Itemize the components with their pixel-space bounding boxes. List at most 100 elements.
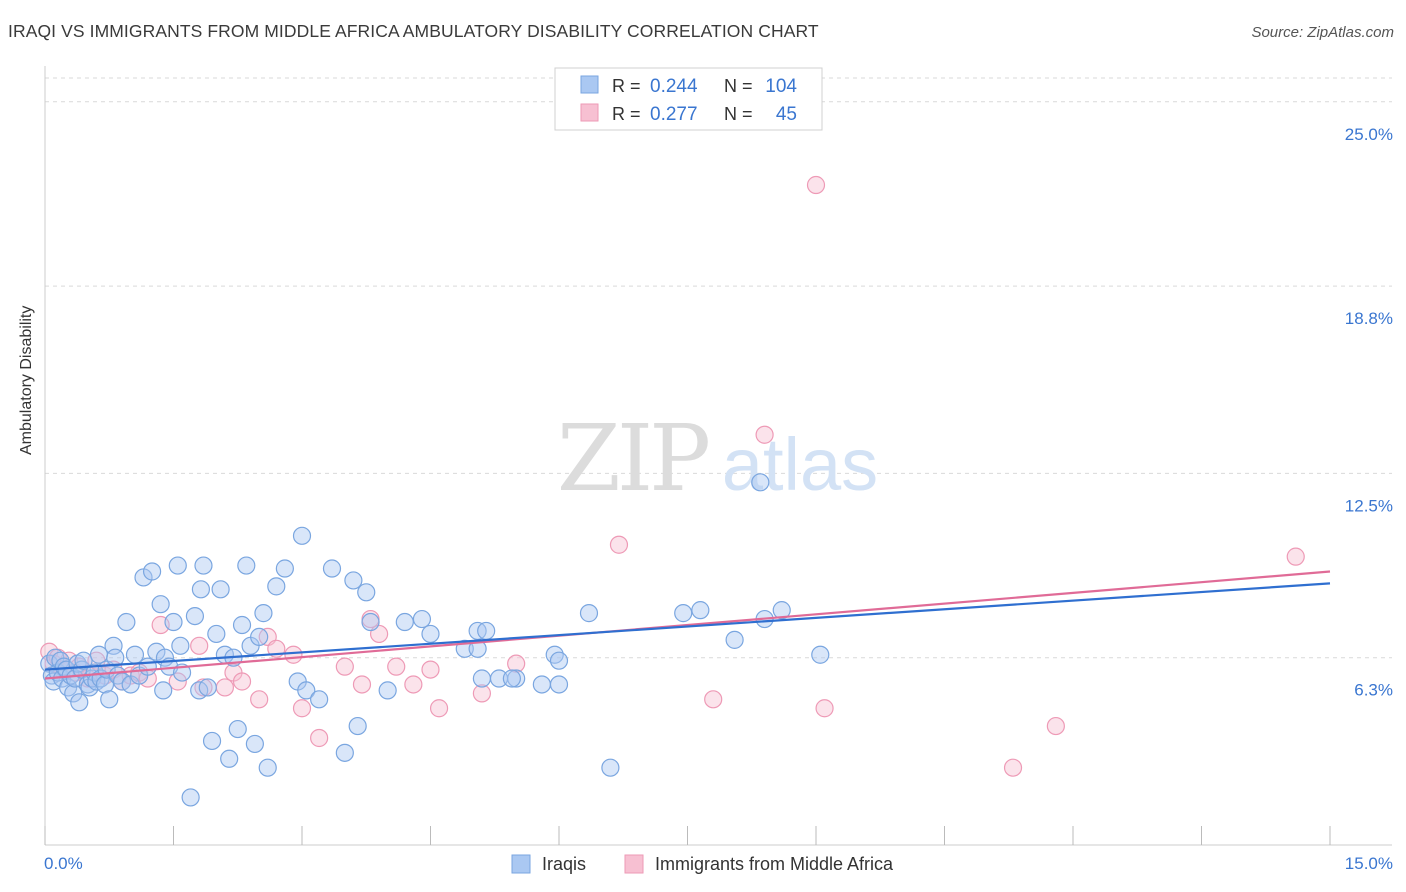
data-point xyxy=(74,651,93,670)
data-point xyxy=(211,580,230,599)
stats-swatch-iraqis xyxy=(580,75,599,94)
series-iraqis-points xyxy=(40,473,830,807)
stats-r-label-iraqis: R = xyxy=(612,76,641,96)
y-tick-label: 6.3% xyxy=(1354,681,1393,700)
data-point xyxy=(361,612,380,632)
tick-labels: 6.3% 12.5% 18.8% 25.0% 0.0% 15.0% xyxy=(44,125,1393,873)
data-point xyxy=(198,678,217,697)
data-point xyxy=(412,609,432,629)
data-point xyxy=(310,690,329,709)
data-point xyxy=(254,604,273,623)
data-point xyxy=(335,657,354,676)
legend-swatch-iraqis xyxy=(511,854,531,874)
axes xyxy=(44,66,1392,846)
y-tick-label: 25.0% xyxy=(1345,125,1393,144)
data-point xyxy=(549,651,569,670)
data-point xyxy=(1046,716,1065,736)
trend-line-immigrants xyxy=(44,570,1331,680)
data-point xyxy=(1003,758,1023,777)
data-point xyxy=(344,571,363,590)
trend-lines xyxy=(44,570,1331,680)
data-point xyxy=(489,669,509,688)
data-point xyxy=(250,690,269,709)
stats-r-value-immigrants: 0.277 xyxy=(650,104,698,125)
data-point xyxy=(284,645,303,664)
data-point xyxy=(532,675,551,694)
watermark: ZIP atlas xyxy=(557,405,878,512)
stats-swatch-immigrants xyxy=(580,103,599,122)
data-point xyxy=(579,604,599,623)
data-point xyxy=(202,731,222,751)
data-point xyxy=(237,556,256,575)
data-point xyxy=(335,743,354,762)
trend-line-iraqis xyxy=(44,582,1331,671)
data-point xyxy=(704,690,723,709)
data-point xyxy=(395,612,414,632)
data-point xyxy=(181,788,200,807)
data-point xyxy=(171,636,190,655)
data-point xyxy=(117,612,136,632)
data-point xyxy=(1286,547,1305,566)
chart-title: IRAQI VS IMMIGRANTS FROM MIDDLE AFRICA A… xyxy=(8,21,819,41)
data-point xyxy=(725,630,744,649)
data-point xyxy=(674,604,693,623)
stats-n-label-immigrants: N = xyxy=(724,104,753,124)
data-point xyxy=(357,583,376,602)
legend-swatch-immigrants xyxy=(624,854,644,874)
data-point xyxy=(352,675,372,694)
data-point xyxy=(297,681,316,700)
data-point xyxy=(472,669,491,688)
data-point xyxy=(609,535,629,554)
data-point xyxy=(477,621,496,641)
data-point xyxy=(601,758,620,777)
data-point xyxy=(322,559,342,578)
stats-legend: R = 0.244 N = 104 R = 0.277 N = 45 xyxy=(554,67,823,131)
data-point xyxy=(100,690,119,709)
data-point xyxy=(232,615,252,635)
data-point xyxy=(404,675,423,694)
data-point xyxy=(811,645,830,664)
data-point xyxy=(507,654,526,673)
data-point xyxy=(755,425,774,444)
data-point xyxy=(549,675,569,694)
data-point xyxy=(472,684,491,703)
data-point xyxy=(310,728,329,748)
data-point xyxy=(348,716,367,736)
data-point xyxy=(185,606,205,626)
data-point xyxy=(691,601,710,620)
data-point xyxy=(142,562,162,581)
data-point xyxy=(250,627,269,646)
data-point xyxy=(220,749,239,768)
data-point xyxy=(772,601,791,620)
data-point xyxy=(191,580,211,599)
data-point xyxy=(228,719,247,739)
y-tick-label: 12.5% xyxy=(1345,496,1393,515)
watermark-atlas: atlas xyxy=(722,423,878,506)
data-point xyxy=(64,684,83,703)
data-point xyxy=(258,758,277,777)
data-point xyxy=(151,595,170,614)
stats-r-label-immigrants: R = xyxy=(612,104,641,124)
data-point xyxy=(125,645,145,664)
data-point xyxy=(215,678,234,697)
data-point xyxy=(421,660,440,679)
legend: Iraqis Immigrants from Middle Africa xyxy=(511,854,894,874)
x-tick-label-max: 15.0% xyxy=(1345,854,1393,873)
stats-n-value-immigrants: 45 xyxy=(776,104,797,125)
data-point xyxy=(207,624,226,644)
source-credit: Source: ZipAtlas.com xyxy=(1251,24,1394,41)
data-point xyxy=(275,559,294,578)
data-point xyxy=(154,681,173,700)
data-point xyxy=(806,175,826,195)
data-point xyxy=(387,657,406,676)
data-point xyxy=(292,526,312,545)
y-tick-label: 18.8% xyxy=(1345,309,1393,328)
watermark-zip: ZIP xyxy=(557,405,708,512)
data-point xyxy=(168,556,187,575)
data-point xyxy=(190,636,209,655)
data-point xyxy=(502,669,521,688)
data-point xyxy=(421,624,440,644)
data-point xyxy=(168,672,187,691)
data-point xyxy=(70,693,89,712)
